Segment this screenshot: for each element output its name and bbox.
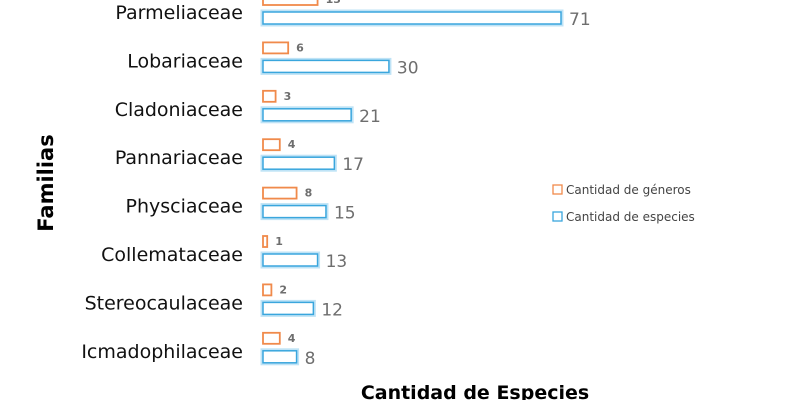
legend-label-especies: Cantidad de especies xyxy=(566,210,695,224)
bar-generos-collemataceae xyxy=(262,235,269,248)
x-axis-title: Cantidad de Especies xyxy=(361,382,589,400)
bar-especies-stereocaulaceae xyxy=(262,301,315,316)
bar-generos-lobariaceae xyxy=(262,41,290,55)
category-label-pannariaceae: Pannariaceae xyxy=(115,147,243,169)
value-label-especies-physciaceae: 15 xyxy=(334,204,356,224)
bar-generos-cladoniaceae xyxy=(262,89,277,103)
value-label-generos-cladoniaceae: 3 xyxy=(284,90,292,103)
category-label-lobariaceae: Lobariaceae xyxy=(127,50,243,72)
category-label-parmeliaceae: Parmeliaceae xyxy=(115,2,243,24)
value-label-especies-icmadophilaceae: 8 xyxy=(305,349,316,369)
value-label-generos-pannariaceae: 4 xyxy=(288,138,296,151)
value-label-generos-parmeliaceae: 13 xyxy=(326,0,341,6)
bar-especies-glow-parmeliaceae xyxy=(260,9,564,27)
bar-generos-pannariaceae xyxy=(262,138,281,152)
bar-generos-parmeliaceae xyxy=(262,0,319,6)
value-label-especies-parmeliaceae: 71 xyxy=(569,10,591,30)
value-label-generos-physciaceae: 8 xyxy=(305,187,313,200)
bar-generos-physciaceae xyxy=(262,186,298,200)
value-label-especies-lobariaceae: 30 xyxy=(397,58,419,78)
legend-swatch-especies xyxy=(552,211,563,222)
category-label-icmadophilaceae: Icmadophilaceae xyxy=(81,341,243,363)
bar-especies-glow-physciaceae xyxy=(260,203,329,221)
bar-especies-glow-pannariaceae xyxy=(260,154,337,172)
bar-especies-parmeliaceae xyxy=(262,11,562,25)
value-label-especies-cladoniaceae: 21 xyxy=(359,107,381,127)
bar-especies-glow-cladoniaceae xyxy=(260,106,354,124)
bar-especies-glow-icmadophilaceae xyxy=(260,348,300,366)
category-label-collemataceae: Collemataceae xyxy=(101,244,243,266)
bar-especies-collemataceae xyxy=(262,253,319,267)
bar-especies-glow-lobariaceae xyxy=(260,57,392,75)
bar-especies-icmadophilaceae xyxy=(262,350,298,364)
bar-generos-stereocaulaceae xyxy=(262,283,273,297)
value-label-especies-collemataceae: 13 xyxy=(326,252,348,272)
value-label-generos-stereocaulaceae: 2 xyxy=(279,283,287,296)
legend-label-generos: Cantidad de géneros xyxy=(566,183,691,197)
bar-especies-cladoniaceae xyxy=(262,108,352,122)
bars-layer xyxy=(260,0,564,366)
legend-swatch-generos xyxy=(552,184,563,195)
legend: Cantidad de géneros Cantidad de especies xyxy=(552,183,695,224)
value-label-especies-pannariaceae: 17 xyxy=(342,155,364,175)
bar-generos-icmadophilaceae xyxy=(262,331,281,345)
y-axis-title: Familias xyxy=(34,134,58,231)
category-label-cladoniaceae: Cladoniaceae xyxy=(115,99,243,121)
bar-especies-physciaceae xyxy=(262,204,327,219)
value-label-generos-icmadophilaceae: 4 xyxy=(288,332,296,345)
bar-especies-glow-stereocaulaceae xyxy=(260,299,316,317)
value-label-generos-lobariaceae: 6 xyxy=(296,41,304,54)
value-label-especies-stereocaulaceae: 12 xyxy=(321,300,343,320)
labels-layer: Parmeliaceae1371Lobariaceae630Cladoniace… xyxy=(81,0,590,369)
bar-especies-lobariaceae xyxy=(262,59,390,74)
value-label-generos-collemataceae: 1 xyxy=(275,235,283,248)
bar-especies-glow-collemataceae xyxy=(260,251,321,269)
category-label-physciaceae: Physciaceae xyxy=(126,196,243,218)
category-label-stereocaulaceae: Stereocaulaceae xyxy=(85,292,243,314)
bar-especies-pannariaceae xyxy=(262,156,336,170)
